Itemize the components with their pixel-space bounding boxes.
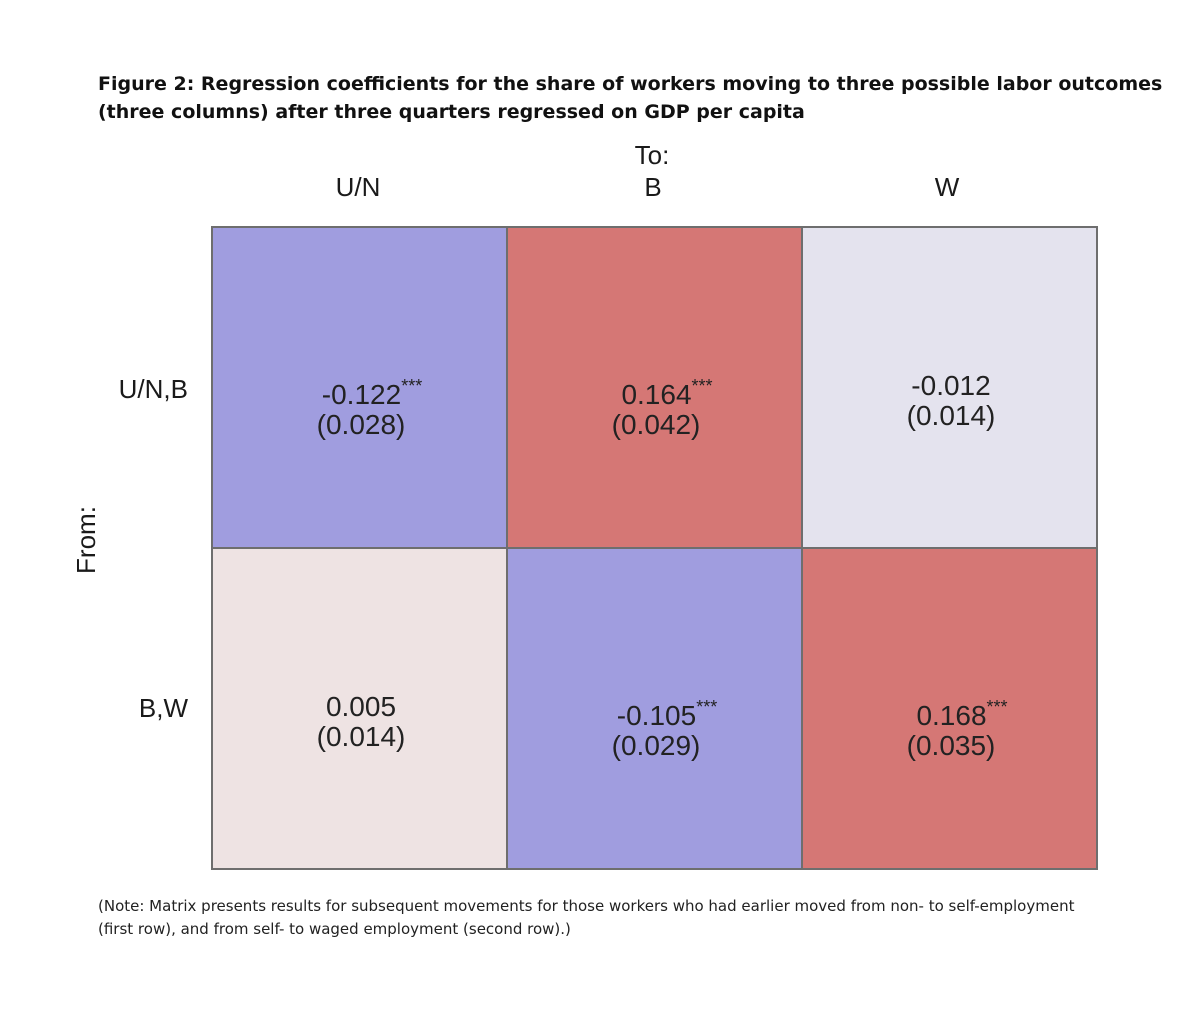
heatmap-cell xyxy=(211,226,508,549)
cell-value: -0.012 (0.014) xyxy=(861,371,1041,431)
coefficient-value: -0.012 xyxy=(861,371,1041,401)
figure-note-line: (first row), and from self- to waged emp… xyxy=(98,920,571,938)
row-label-u-n-b: U/N,B xyxy=(118,374,188,404)
coefficient-number: 0.005 xyxy=(325,691,397,722)
coefficient-value: -0.105*** xyxy=(588,692,746,731)
figure-note: (Note: Matrix presents results for subse… xyxy=(98,895,1108,941)
standard-error: (0.014) xyxy=(906,400,996,431)
figure-title-line: Figure 2: Regression coefficients for th… xyxy=(98,73,1163,95)
standard-error: (0.028) xyxy=(316,409,406,440)
to-axis-title: To: xyxy=(634,140,670,170)
coefficient-number: -0.122 xyxy=(321,379,402,410)
coefficient-value: -0.122*** xyxy=(293,371,451,410)
cell-value: -0.105*** (0.029) xyxy=(566,692,746,761)
figure-title-line: (three columns) after three quarters reg… xyxy=(98,101,805,123)
coefficient-number: -0.105 xyxy=(616,700,697,731)
cell-value: 0.168*** (0.035) xyxy=(861,692,1041,761)
standard-error: (0.042) xyxy=(611,409,701,440)
figure-title: Figure 2: Regression coefficients for th… xyxy=(98,70,1163,126)
column-label-b: B xyxy=(644,172,662,202)
coefficient-number: 0.164 xyxy=(621,379,692,410)
standard-error: (0.029) xyxy=(611,730,701,761)
column-label-u-n: U/N xyxy=(335,172,381,202)
standard-error: (0.035) xyxy=(906,730,996,761)
column-label-w: W xyxy=(934,172,960,202)
heatmap-cell xyxy=(506,547,803,870)
coefficient-number: -0.012 xyxy=(911,370,991,401)
coefficient-number: 0.168 xyxy=(916,700,987,731)
heatmap-cell xyxy=(801,547,1098,870)
significance-stars: *** xyxy=(986,697,1008,717)
significance-stars: *** xyxy=(696,697,718,717)
cell-value: -0.122*** (0.028) xyxy=(271,371,451,440)
significance-stars: *** xyxy=(691,376,713,396)
coefficient-value: 0.168*** xyxy=(883,692,1041,731)
figure-note-line: (Note: Matrix presents results for subse… xyxy=(98,897,1075,915)
coefficient-value: 0.164*** xyxy=(588,371,746,410)
cell-value: 0.005 (0.014) xyxy=(271,692,451,752)
heatmap-cell xyxy=(506,226,803,549)
significance-stars: *** xyxy=(401,376,423,396)
standard-error: (0.014) xyxy=(316,721,406,752)
coefficient-value: 0.005 xyxy=(271,692,451,722)
cell-value: 0.164*** (0.042) xyxy=(566,371,746,440)
from-axis-title: From: xyxy=(71,506,101,574)
row-label-b-w: B,W xyxy=(138,693,188,723)
heatmap-cell xyxy=(801,226,1098,549)
